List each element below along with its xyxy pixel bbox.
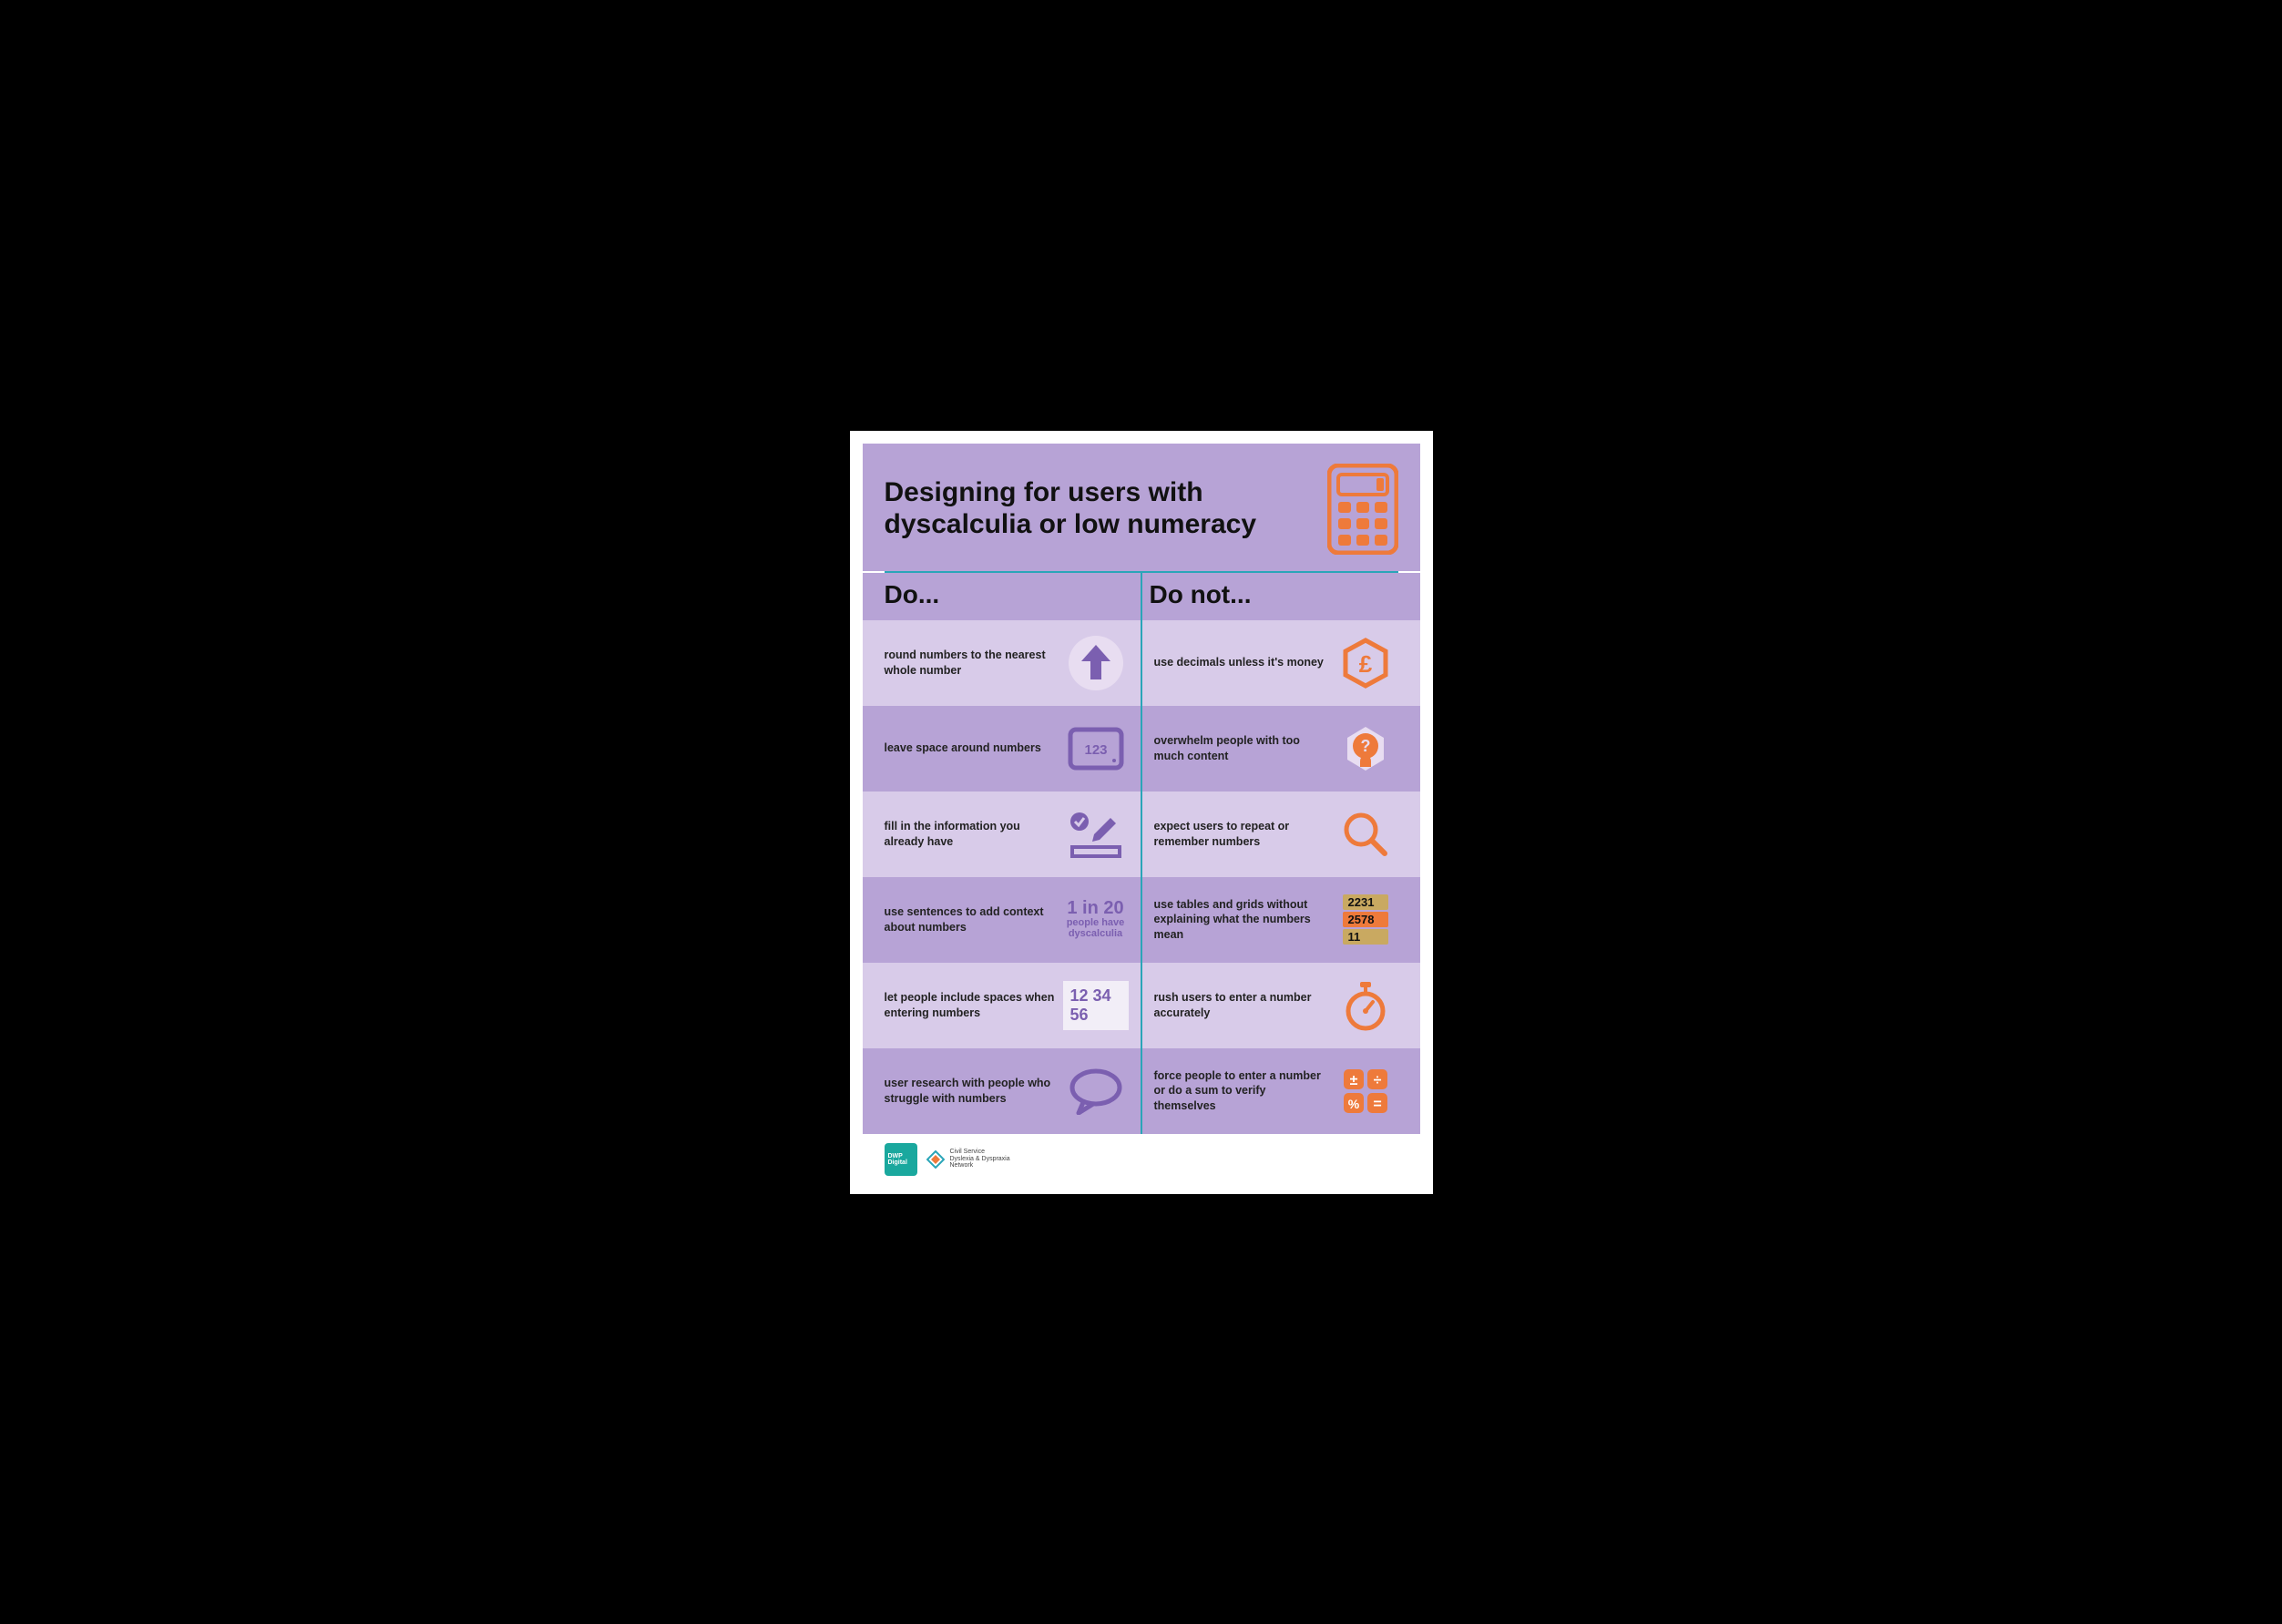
column-divider: [1141, 573, 1142, 620]
civil-service-logo: Civil Service Dyslexia & Dyspraxia Netwo…: [926, 1149, 1010, 1169]
column-headings: Do... Do not...: [863, 573, 1420, 620]
do-cell: use sentences to add context about numbe…: [885, 877, 1138, 963]
column-divider: [1141, 792, 1142, 877]
dont-cell: overwhelm people with too much content ?: [1138, 706, 1398, 792]
stat-line: dyscalculia: [1067, 929, 1125, 940]
poster-footer: DWP Digital Civil Service Dyslexia & Dys…: [863, 1134, 1420, 1181]
dont-text: force people to enter a number or do a s…: [1154, 1068, 1333, 1113]
do-text: let people include spaces when entering …: [885, 990, 1063, 1020]
svg-text:÷: ÷: [1373, 1073, 1381, 1088]
column-divider: [1141, 877, 1142, 963]
poster-header: Designing for users with dyscalculia or …: [863, 444, 1420, 571]
dont-text: use decimals unless it's money: [1154, 655, 1333, 669]
arrow-up-icon: [1067, 634, 1125, 692]
column-divider: [1141, 706, 1142, 792]
svg-text:?: ?: [1360, 737, 1370, 755]
column-divider: [1141, 1048, 1142, 1134]
dwp-text: Digital: [888, 1159, 907, 1166]
dont-cell: use decimals unless it's money £: [1138, 620, 1398, 706]
stopwatch-icon: [1342, 980, 1389, 1031]
table-cells-icon: 2231 2578 11: [1343, 894, 1388, 945]
do-heading: Do...: [885, 580, 1133, 609]
column-divider: [1141, 963, 1142, 1048]
poster-frame: Designing for users with dyscalculia or …: [850, 431, 1433, 1194]
do-cell: round numbers to the nearest whole numbe…: [885, 620, 1138, 706]
cs-line: Network: [950, 1162, 1010, 1169]
do-cell: user research with people who struggle w…: [885, 1048, 1138, 1134]
guideline-row: user research with people who struggle w…: [863, 1048, 1420, 1134]
svg-text:%: %: [1347, 1097, 1359, 1111]
table-cell: 11: [1343, 929, 1388, 945]
do-cell: fill in the information you already have: [885, 792, 1138, 877]
dont-heading: Do not...: [1133, 580, 1398, 609]
dwp-text: DWP: [888, 1153, 903, 1159]
svg-text:123: 123: [1084, 742, 1107, 758]
speech-bubble-icon: [1068, 1067, 1124, 1115]
dont-cell: use tables and grids without explaining …: [1138, 877, 1398, 963]
do-text: leave space around numbers: [885, 741, 1063, 755]
dont-cell: expect users to repeat or remember numbe…: [1138, 792, 1398, 877]
svg-text:£: £: [1358, 650, 1372, 678]
dont-text: rush users to enter a number accurately: [1154, 990, 1333, 1020]
poster-title: Designing for users with dyscalculia or …: [885, 477, 1318, 540]
stat-icon: 1 in 20 people have dyscalculia: [1067, 899, 1125, 939]
do-text: user research with people who struggle w…: [885, 1076, 1063, 1106]
cs-line: Civil Service: [950, 1149, 1010, 1156]
poster: Designing for users with dyscalculia or …: [863, 444, 1420, 1181]
do-text: round numbers to the nearest whole numbe…: [885, 648, 1063, 678]
guideline-row: round numbers to the nearest whole numbe…: [863, 620, 1420, 706]
dont-text: use tables and grids without explaining …: [1154, 897, 1333, 942]
dont-cell: force people to enter a number or do a s…: [1138, 1048, 1398, 1134]
guideline-row: fill in the information you already have…: [863, 792, 1420, 877]
cs-line: Dyslexia & Dyspraxia: [950, 1156, 1010, 1163]
form-check-pencil-icon: [1067, 809, 1125, 860]
do-text: use sentences to add context about numbe…: [885, 904, 1063, 935]
math-operators-icon: ± ÷ % =: [1342, 1067, 1389, 1115]
guideline-row: use sentences to add context about numbe…: [863, 877, 1420, 963]
screen-number-icon: 123: [1067, 726, 1125, 771]
dont-cell: rush users to enter a number accurately: [1138, 963, 1398, 1048]
dont-text: expect users to repeat or remember numbe…: [1154, 819, 1333, 849]
do-cell: let people include spaces when entering …: [885, 963, 1138, 1048]
magnifier-icon: [1341, 810, 1390, 859]
do-text: fill in the information you already have: [885, 819, 1063, 849]
column-divider: [1141, 620, 1142, 706]
do-cell: leave space around numbers 123: [885, 706, 1138, 792]
guideline-row: let people include spaces when entering …: [863, 963, 1420, 1048]
svg-text:±: ±: [1349, 1073, 1357, 1088]
stat-big: 1 in 20: [1067, 899, 1125, 918]
dont-text: overwhelm people with too much content: [1154, 733, 1333, 763]
spaced-number-icon: 12 34 56: [1063, 981, 1129, 1030]
table-cell: 2231: [1343, 894, 1388, 910]
confused-head-icon: ?: [1340, 723, 1391, 774]
svg-text:=: =: [1373, 1097, 1381, 1112]
diamond-icon: [926, 1150, 945, 1169]
table-cell: 2578: [1343, 912, 1388, 927]
pound-hexagon-icon: £: [1340, 638, 1391, 689]
guideline-row: leave space around numbers 123 overwhelm…: [863, 706, 1420, 792]
calculator-icon: [1327, 464, 1398, 555]
dwp-digital-logo: DWP Digital: [885, 1143, 917, 1176]
